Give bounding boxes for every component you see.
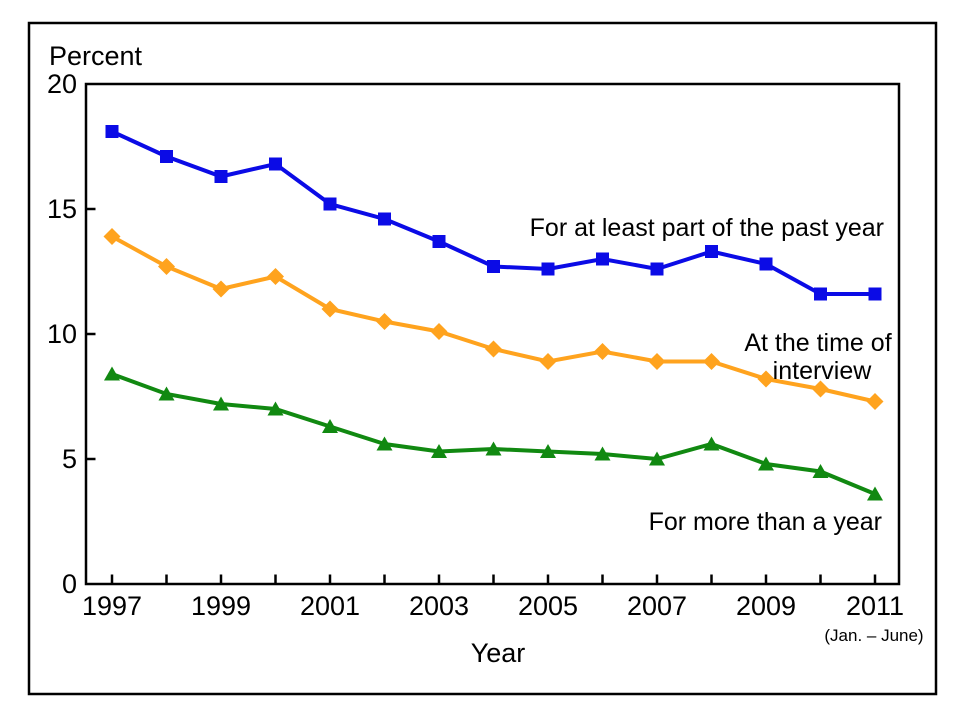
marker-square [541,262,555,276]
marker-square [214,170,228,183]
y-axis-title: Percent [49,41,143,71]
x-tick-label-2005: 2005 [518,591,578,621]
y-tick-label-10: 10 [47,319,77,349]
marker-triangle [703,436,720,451]
marker-triangle [376,436,393,451]
marker-triangle [758,456,774,471]
marker-square [487,260,500,273]
marker-triangle [649,451,665,466]
marker-triangle [867,486,883,501]
y-tick-label-20: 20 [47,69,77,99]
x-tick-label-2007: 2007 [627,591,687,621]
marker-diamond [103,228,121,245]
marker-triangle [322,419,338,433]
marker-diamond [866,393,884,410]
x-axis-subnote: (Jan. – June) [824,626,923,645]
marker-diamond [321,300,339,318]
marker-diamond [485,340,502,358]
marker-diamond [812,380,829,398]
marker-square [269,157,282,171]
x-tick-label-1997: 1997 [82,591,142,621]
marker-square [160,150,173,163]
marker-square [596,252,609,266]
series-label-part-of-past-year: For at least part of the past year [530,214,884,242]
marker-triangle [812,464,829,478]
x-tick-labels: 1997 1999 2001 2003 2005 2007 2009 2011 [82,591,904,621]
series-label-time-of-interview-line2: interview [773,357,873,385]
marker-diamond [267,268,284,285]
series-label-more-than-a-year: For more than a year [649,508,882,536]
marker-triangle [158,386,175,401]
x-tick-label-2001: 2001 [300,591,360,621]
axis-ticks [86,207,877,584]
marker-square [814,287,827,301]
marker-diamond [757,370,775,388]
marker-triangle [594,446,611,461]
figure-border [27,21,938,696]
x-tick-label-2009: 2009 [736,591,796,621]
series-label-time-of-interview-line1: At the time of [744,329,891,357]
marker-square [650,262,664,276]
series-line-2 [111,372,876,496]
y-tick-label-0: 0 [62,569,77,599]
marker-square [432,235,446,248]
marker-triangle [431,444,447,458]
marker-square [323,197,337,211]
marker-triangle [267,401,284,416]
y-tick-label-5: 5 [62,444,77,474]
y-tick-labels: 20 15 10 5 0 [47,69,77,599]
marker-triangle [104,366,120,381]
marker-square [105,125,119,138]
y-tick-label-15: 15 [47,194,77,224]
x-axis-title: Year [471,638,526,668]
x-tick-label-1999: 1999 [191,591,251,621]
marker-diamond [703,353,720,370]
marker-square [868,287,882,301]
marker-diamond [539,353,557,370]
marker-diamond [212,280,230,298]
marker-triangle [485,441,502,456]
x-tick-label-2003: 2003 [409,591,469,621]
marker-triangle [213,396,229,411]
marker-diamond [430,323,448,340]
marker-square [378,212,391,226]
marker-square [705,245,718,258]
marker-triangle [540,444,556,458]
marker-diamond [594,343,611,360]
marker-diamond [158,258,175,275]
x-tick-label-2011: 2011 [846,591,904,621]
series-layer [103,125,884,501]
marker-square [759,257,773,271]
marker-diamond [376,313,393,330]
marker-diamond [648,353,666,370]
